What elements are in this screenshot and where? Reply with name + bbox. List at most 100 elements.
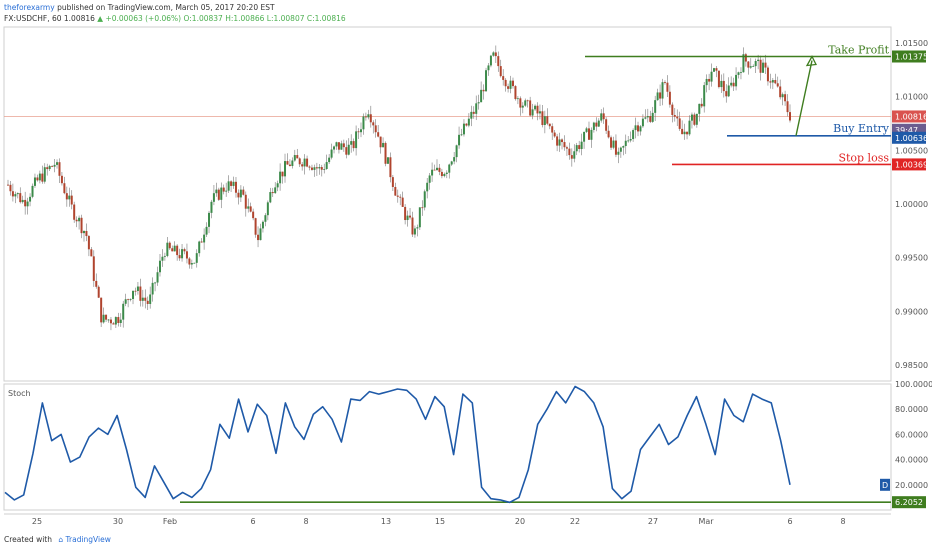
candle-body — [676, 116, 679, 119]
stoch-line — [4, 385, 791, 504]
candle-body — [698, 103, 701, 114]
candle-body — [284, 161, 287, 177]
candle-body — [114, 317, 117, 325]
candle-body — [634, 125, 637, 131]
candle-body — [303, 158, 306, 167]
price-pane-border — [3, 26, 892, 382]
candle-body — [548, 123, 551, 127]
candle-body — [781, 94, 784, 98]
candle-body — [56, 162, 59, 165]
tradingview-logo[interactable]: ⌂ TradingView — [58, 535, 111, 544]
candle-body — [286, 161, 289, 165]
candle-body — [112, 323, 115, 325]
candle-body — [205, 226, 208, 235]
candle-body — [38, 173, 41, 181]
candle-body — [335, 142, 338, 147]
candle-body — [308, 166, 311, 168]
candle-body — [509, 80, 512, 89]
candle-body — [507, 86, 510, 89]
candle-body — [396, 195, 399, 197]
candle-body — [627, 140, 630, 142]
candle-body — [622, 146, 625, 148]
candle-body — [458, 134, 461, 146]
candle-body — [578, 145, 581, 150]
x-tick-label: 6 — [787, 517, 792, 526]
candle-body — [519, 98, 522, 108]
candle-body — [198, 241, 201, 254]
candle-body — [158, 260, 161, 273]
candle-body — [477, 102, 480, 104]
candle-body — [492, 52, 495, 56]
candle-body — [695, 113, 698, 125]
candle-body — [379, 136, 382, 148]
annotations[interactable]: Take Profit Buy Entry Stop loss 1.01375 1.00… — [585, 44, 928, 171]
chart-header: theforexarmy published on TradingView.co… — [4, 2, 346, 24]
last-price-tag — [892, 110, 926, 123]
candle-body — [222, 187, 225, 192]
price-tick-label: 0.99000 — [895, 307, 928, 316]
author-link[interactable]: theforexarmy — [4, 3, 55, 12]
candle-body — [298, 158, 301, 165]
candle-body — [742, 54, 745, 73]
candle-body — [269, 192, 272, 203]
candle-body — [725, 91, 728, 97]
candle-body — [78, 217, 81, 222]
candle-body — [428, 175, 431, 183]
candle-body — [362, 116, 365, 130]
candle-body — [355, 131, 358, 149]
candle-body — [732, 82, 735, 87]
candle-body — [129, 299, 132, 300]
candle-body — [247, 206, 250, 209]
x-tick-label: Feb — [163, 517, 177, 526]
candle-body — [776, 83, 779, 87]
candle-body — [109, 319, 112, 324]
candle-body — [46, 167, 49, 170]
candle-body — [249, 206, 252, 212]
target-arrow-line — [795, 60, 813, 136]
candle-body — [193, 262, 196, 264]
candle-body — [521, 105, 524, 108]
candle-body — [377, 132, 380, 137]
candle-body — [188, 258, 191, 265]
take-profit-label: Take Profit — [828, 44, 889, 57]
buy-entry-label: Buy Entry — [833, 122, 890, 135]
candle-body — [703, 85, 706, 107]
candle-body — [681, 128, 684, 135]
candle-body — [90, 249, 93, 257]
axes: 25 30 Feb 6 8 13 15 20 22 27 Mar 6 8 1.01500 1.01000 1.… — [32, 39, 932, 526]
candle-body — [610, 137, 613, 148]
candle-body — [70, 195, 73, 205]
candle-body — [230, 181, 233, 186]
x-tick-label: 22 — [570, 517, 580, 526]
candle-body — [318, 167, 321, 169]
x-tick-label: 8 — [840, 517, 845, 526]
candle-body — [237, 192, 240, 198]
stoch-tick-label: 60.0000 — [895, 430, 928, 439]
candle-body — [144, 297, 147, 301]
x-tick-label: Mar — [698, 517, 714, 526]
price-tick-label: 1.01000 — [895, 93, 928, 102]
candle-body — [637, 125, 640, 132]
candle-body — [455, 145, 458, 158]
candle-body — [467, 118, 470, 126]
candle-body — [553, 132, 556, 137]
candle-body — [350, 141, 353, 145]
candle-body — [208, 212, 211, 227]
candle-body — [58, 162, 61, 176]
buy-entry-tag-text: 1.00636 — [895, 134, 928, 143]
candle-body — [460, 134, 463, 136]
candle-body — [536, 105, 539, 114]
buy-entry-tag — [892, 131, 926, 144]
candle-body — [404, 206, 407, 221]
candle-body — [95, 280, 98, 287]
candle-body — [722, 80, 725, 92]
candle-body — [360, 129, 363, 133]
candle-body — [541, 111, 544, 125]
x-tick-label: 6 — [250, 517, 255, 526]
candle-body — [345, 147, 348, 155]
candle-body — [440, 171, 443, 177]
candle-body — [774, 80, 777, 84]
candle-body — [24, 199, 27, 207]
price-tick-label: 1.01500 — [895, 39, 928, 48]
